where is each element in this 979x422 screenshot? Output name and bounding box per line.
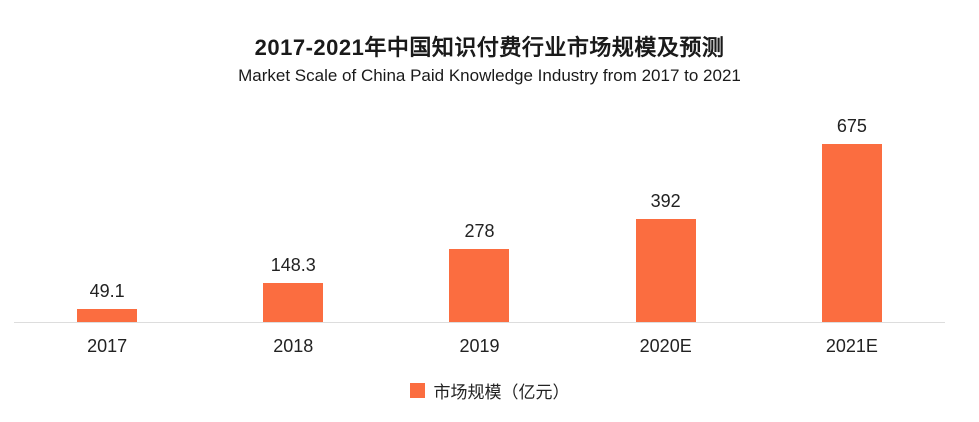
bar-value-label: 675 [836, 116, 867, 136]
plot-area: 49.1 148.3 278 392 675 [14, 0, 945, 322]
x-axis-line [14, 322, 945, 323]
bar-2021E [821, 144, 882, 322]
x-axis-label-2018: 2018 [273, 336, 314, 356]
bar-column-2020E: 392 [573, 0, 759, 322]
bar-value-label: 278 [464, 221, 495, 241]
x-axis-label-2021E: 2021E [825, 336, 878, 356]
bar-2019 [449, 249, 510, 322]
bar-column-2021E: 675 [759, 0, 945, 322]
bar-2020E [635, 219, 696, 322]
bar-2018 [263, 283, 324, 322]
bar-column-2019: 278 [386, 0, 572, 322]
bar-value-label: 49.1 [89, 281, 125, 301]
chart-subtitle: Market Scale of China Paid Knowledge Ind… [238, 66, 741, 85]
bar-column-2018: 148.3 [200, 0, 386, 322]
bar-column-2017: 49.1 [14, 0, 200, 322]
x-axis-label-2020E: 2020E [639, 336, 692, 356]
x-axis-label-2019: 2019 [459, 336, 500, 356]
x-axis-label-2017: 2017 [87, 336, 128, 356]
bar-value-label: 392 [650, 191, 681, 211]
legend-label: 市场规模（亿元） [433, 383, 570, 402]
chart-title: 2017-2021年中国知识付费行业市场规模及预测 [254, 35, 725, 60]
legend: 市场规模（亿元） [0, 378, 979, 403]
legend-swatch [409, 383, 425, 398]
bar-value-label: 148.3 [270, 255, 316, 275]
bar-2017 [77, 309, 138, 322]
